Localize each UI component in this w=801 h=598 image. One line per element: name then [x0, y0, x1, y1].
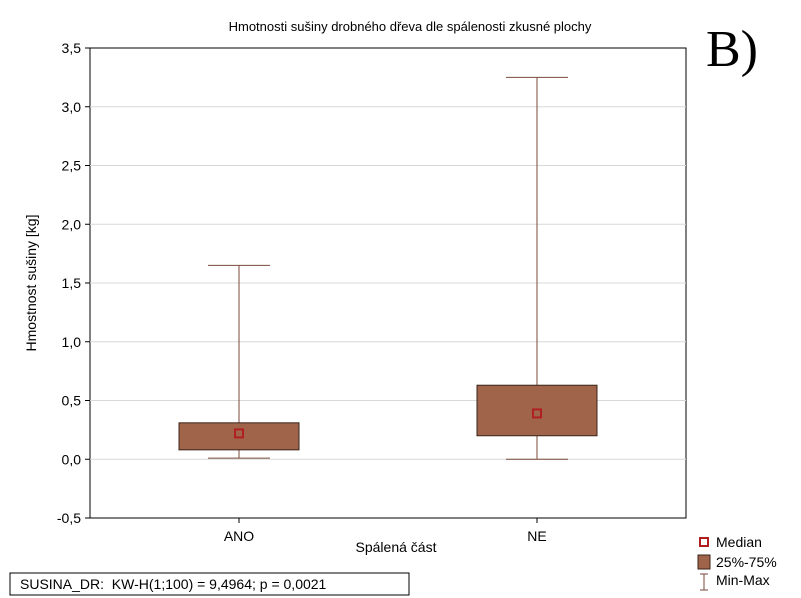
x-axis-title: Spálená část: [356, 539, 437, 555]
y-tick-label: 2,0: [62, 216, 82, 232]
y-tick-label: -0,5: [57, 510, 81, 526]
y-tick-label: 3,0: [62, 99, 82, 115]
x-tick-label: ANO: [224, 528, 254, 544]
y-tick-label: 0,0: [62, 451, 82, 467]
median-marker: [234, 428, 244, 439]
median-marker: [532, 408, 542, 419]
box-series: [178, 76, 598, 460]
stats-box: SUSINA_DR: KW-H(1;100) = 9,4964; p = 0,0…: [9, 572, 410, 596]
legend-median-label: Median: [716, 534, 762, 550]
legend-whisker-swatch: [700, 573, 708, 591]
y-tick-label: 0,5: [62, 393, 82, 409]
box-ano: [178, 264, 300, 459]
x-axis: ANO NE: [224, 518, 547, 544]
panel-label: B): [706, 21, 758, 78]
y-tick-label: 3,5: [62, 40, 82, 56]
legend-whisker-label: Min-Max: [716, 572, 770, 588]
stats-box-frame: [9, 572, 410, 596]
y-axis: -0,5 0,0 0,5 1,0 1,5 2,0 2,5 3,0 3,5: [57, 40, 90, 526]
chart-title: Hmotnosti sušiny drobného dřeva dle spál…: [229, 19, 592, 34]
x-tick-label: NE: [527, 528, 546, 544]
y-tick-label: 2,5: [62, 158, 82, 174]
legend-box-swatch: [697, 554, 711, 570]
stats-text: SUSINA_DR: KW-H(1;100) = 9,4964; p = 0,0…: [20, 576, 327, 592]
y-tick-label: 1,0: [62, 334, 82, 350]
legend-median-swatch: [699, 537, 709, 547]
legend-box-label: 25%-75%: [716, 554, 777, 570]
y-tick-label: 1,5: [62, 275, 82, 291]
box-ne: [476, 76, 598, 460]
legend: Median 25%-75% Min-Max: [697, 534, 777, 591]
y-axis-title: Hmostnost sušiny [kg]: [23, 215, 39, 352]
